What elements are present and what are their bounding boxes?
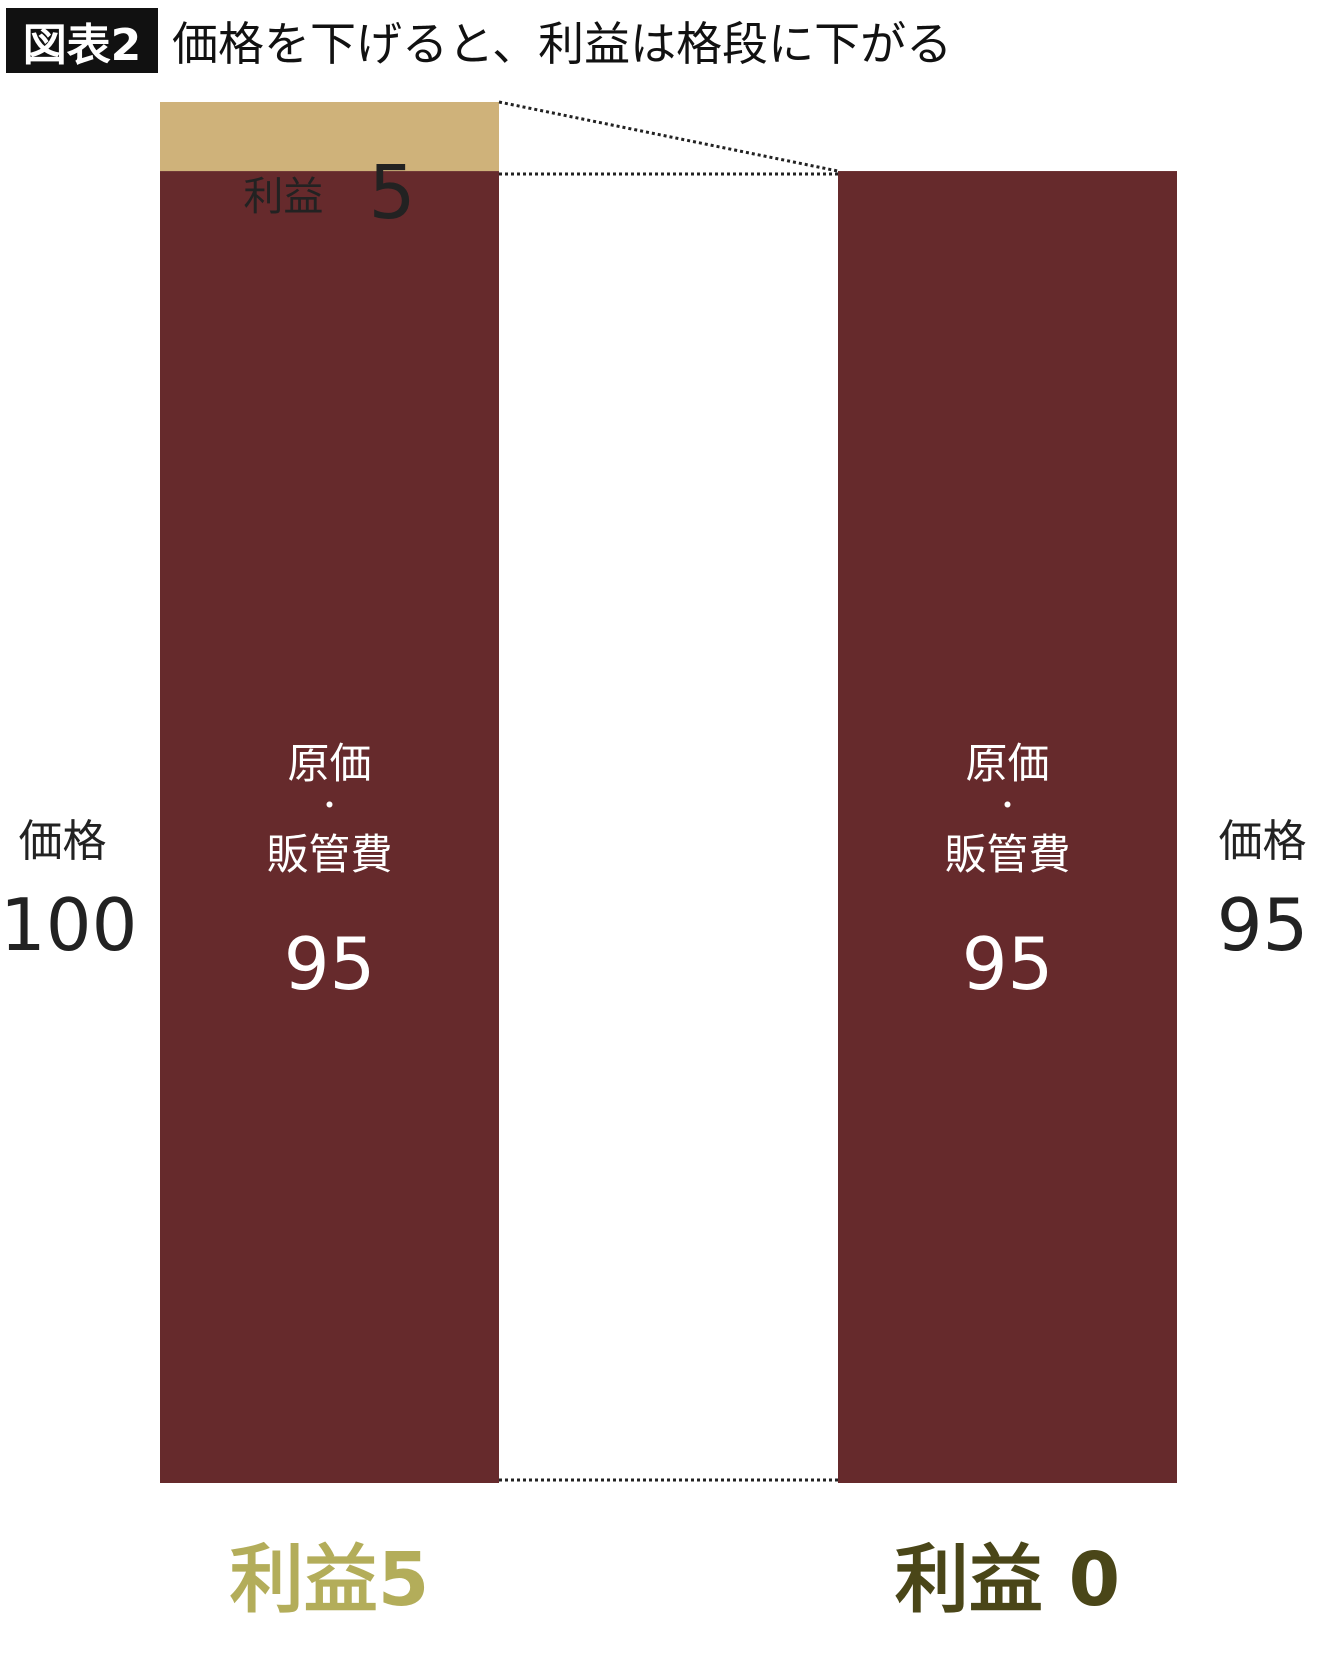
- price-label: 価格: [1218, 816, 1307, 867]
- cost-value: 95: [961, 922, 1054, 1006]
- price-value: 100: [0, 883, 138, 967]
- price-value: 95: [1216, 883, 1309, 967]
- profit-segment-label: 利益 5: [160, 150, 499, 236]
- cost-line1: 原価: [965, 739, 1050, 788]
- cost-line2: 販管費: [944, 830, 1071, 879]
- profit-label-value: 5: [368, 150, 416, 236]
- right-price-label: 価格 95: [1200, 805, 1325, 967]
- left-cost-label: 原価 ・ 販管費 95: [160, 730, 499, 1006]
- cost-value: 95: [283, 922, 376, 1006]
- left-price-label: 価格 100: [0, 805, 138, 967]
- price-label: 価格: [18, 816, 107, 867]
- cost-dot: ・: [993, 789, 1022, 822]
- category-label-right: 利益 0: [894, 1537, 1121, 1623]
- bar-segment-cost: [160, 171, 499, 1483]
- cost-dot: ・: [315, 789, 344, 822]
- bar-segment-cost: [838, 171, 1177, 1483]
- cost-line2: 販管費: [266, 830, 393, 879]
- right-cost-label: 原価 ・ 販管費 95: [838, 730, 1177, 1006]
- category-label-left: 利益5: [229, 1537, 430, 1623]
- cost-line1: 原価: [287, 739, 372, 788]
- profit-label-text: 利益: [243, 174, 324, 220]
- connector-diagonal: [498, 100, 839, 173]
- chart-title: 価格を下げると、利益は格段に下がる: [172, 17, 953, 71]
- bar-segment-profit: [160, 102, 499, 172]
- figure-number-badge: 図表2: [6, 8, 158, 73]
